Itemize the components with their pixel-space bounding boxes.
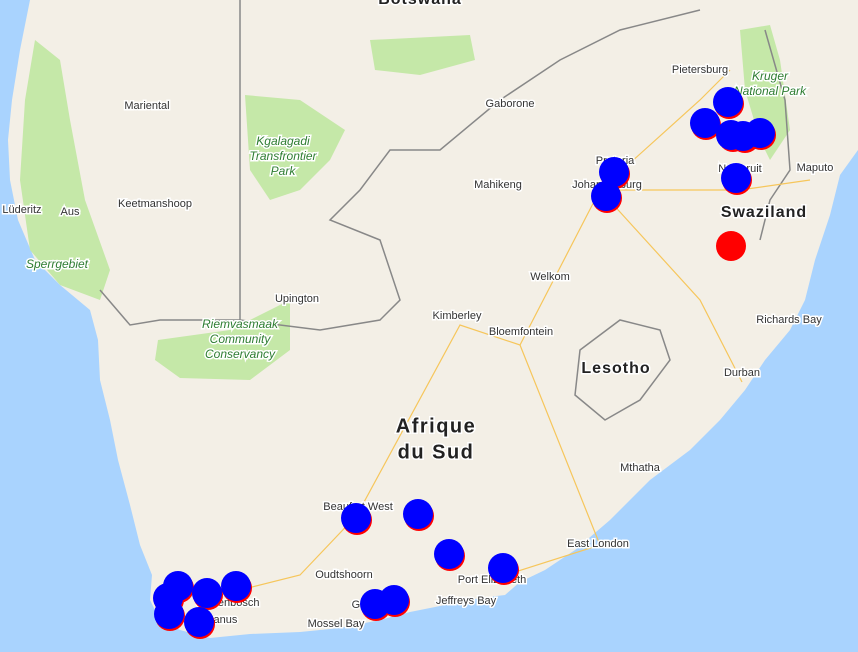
land	[8, 0, 858, 638]
park-label: Kruger	[752, 69, 789, 83]
marker-blue[interactable]	[153, 87, 775, 637]
city-label: Gaborone	[486, 98, 535, 110]
park-label: Sperrgebiet	[26, 257, 89, 271]
border	[99, 289, 240, 326]
city-label: Kimberley	[433, 310, 482, 322]
park-label: Community	[210, 332, 272, 346]
lesotho-border	[574, 319, 671, 421]
city-label: Keetmanshoop	[118, 198, 192, 210]
riemvasmaak-area	[155, 300, 290, 380]
border	[759, 29, 791, 241]
city-label: Upington	[275, 293, 319, 305]
city-label: Welkom	[530, 271, 570, 283]
city-label: Maputo	[797, 162, 834, 174]
country-label: Afrique	[396, 415, 477, 437]
city-label: Mahikeng	[474, 179, 522, 191]
city-label: Bloemfontein	[489, 326, 553, 338]
park-label: Conservancy	[205, 347, 276, 361]
city-label: Jeffreys Bay	[436, 595, 497, 607]
city-label: East London	[567, 538, 629, 550]
kgalagadi-area	[245, 95, 345, 200]
city-label: Oudtshoorn	[315, 569, 372, 581]
sperrgebiet-area	[20, 40, 110, 300]
road	[199, 189, 601, 601]
city-label: Pietersburg	[672, 64, 728, 76]
park-label: Park	[271, 164, 297, 178]
city-label: Lüderitz	[2, 204, 41, 216]
kruger-area	[740, 25, 790, 160]
park-label: Transfrontier	[249, 149, 317, 163]
country-label: du Sud	[398, 441, 475, 463]
botswana-park	[370, 35, 475, 75]
city-label: Mthatha	[620, 462, 661, 474]
park-label: Kgalagadi	[256, 134, 310, 148]
road	[489, 344, 601, 581]
park-label: National Park	[734, 84, 807, 98]
city-label: Richards Bay	[756, 314, 822, 326]
city-label: Aus	[61, 206, 80, 218]
borders	[99, 0, 791, 421]
region-label: Swaziland	[721, 204, 807, 221]
road	[599, 189, 743, 383]
region-label: Lesotho	[581, 360, 650, 377]
park-label: Riemvasmaak	[202, 317, 279, 331]
markers	[153, 87, 776, 639]
city-label: Durban	[724, 367, 760, 379]
city-label: Mossel Bay	[308, 618, 365, 630]
city-label: Mariental	[124, 100, 169, 112]
parks	[20, 25, 790, 380]
marker-red[interactable]	[716, 231, 746, 261]
road	[599, 69, 731, 191]
border	[239, 0, 701, 331]
region-label: Botswana	[378, 0, 462, 8]
